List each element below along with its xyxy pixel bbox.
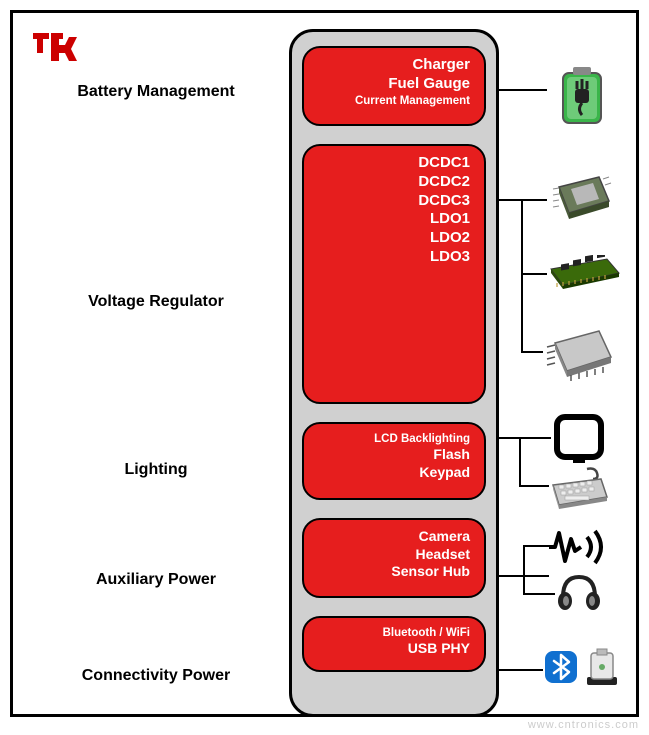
connector-line (521, 351, 543, 353)
usb-device-icon (583, 647, 621, 687)
label-auxiliary-power: Auxiliary Power (41, 571, 271, 589)
battery-plug-icon (547, 59, 617, 129)
block-line: Fuel Gauge (312, 75, 470, 94)
label-lighting: Lighting (41, 461, 271, 479)
connector-line (523, 545, 525, 593)
block-lighting: LCD Backlighting Flash Keypad (302, 422, 486, 500)
block-line: Keypad (312, 464, 470, 482)
block-line: LCD Backlighting (312, 432, 470, 446)
block-line: Flash (312, 446, 470, 464)
connector-line (497, 437, 551, 439)
block-line: Bluetooth / WiFi (312, 626, 470, 640)
keyboard-icon (549, 465, 611, 509)
block-line: LDO1 (312, 210, 470, 229)
diagram-border: Battery Management Voltage Regulator Lig… (10, 10, 639, 717)
bluetooth-icon (543, 649, 579, 685)
connector-line (519, 485, 549, 487)
block-line: Headset (312, 546, 470, 564)
watermark: www.cntronics.com (528, 719, 639, 731)
block-line: DCDC1 (312, 154, 470, 173)
connector-line (521, 273, 547, 275)
connector-line (521, 199, 523, 351)
lcd-icon (553, 413, 605, 465)
ram-icon (547, 255, 623, 293)
label-voltage-regulator: Voltage Regulator (41, 293, 271, 311)
connector-line (523, 545, 549, 547)
block-line: DCDC2 (312, 173, 470, 192)
chip-icon (543, 323, 619, 383)
processor-icon (547, 169, 617, 225)
pmic-chip-outline: Charger Fuel Gauge Current Management DC… (289, 29, 499, 717)
block-line: LDO2 (312, 229, 470, 248)
block-line: Sensor Hub (312, 563, 470, 581)
block-line: Camera (312, 528, 470, 546)
label-battery-management: Battery Management (41, 83, 271, 101)
connector-line (519, 437, 521, 485)
label-connectivity-power: Connectivity Power (41, 667, 271, 685)
block-connectivity-power: Bluetooth / WiFi USB PHY (302, 616, 486, 672)
connector-line (497, 89, 547, 91)
block-line: USB PHY (312, 640, 470, 658)
block-auxiliary-power: Camera Headset Sensor Hub (302, 518, 486, 598)
connector-line (523, 593, 555, 595)
block-line: Current Management (312, 94, 470, 108)
connector-line (497, 669, 543, 671)
block-line: Charger (312, 56, 470, 75)
sensor-wave-icon (547, 527, 611, 567)
headphones-icon (555, 571, 603, 615)
block-line: LDO3 (312, 248, 470, 267)
ti-logo (31, 27, 87, 65)
block-battery-management: Charger Fuel Gauge Current Management (302, 46, 486, 126)
block-voltage-regulator: DCDC1 DCDC2 DCDC3 LDO1 LDO2 LDO3 (302, 144, 486, 404)
diagram-frame: Battery Management Voltage Regulator Lig… (0, 0, 649, 735)
block-line: DCDC3 (312, 192, 470, 211)
